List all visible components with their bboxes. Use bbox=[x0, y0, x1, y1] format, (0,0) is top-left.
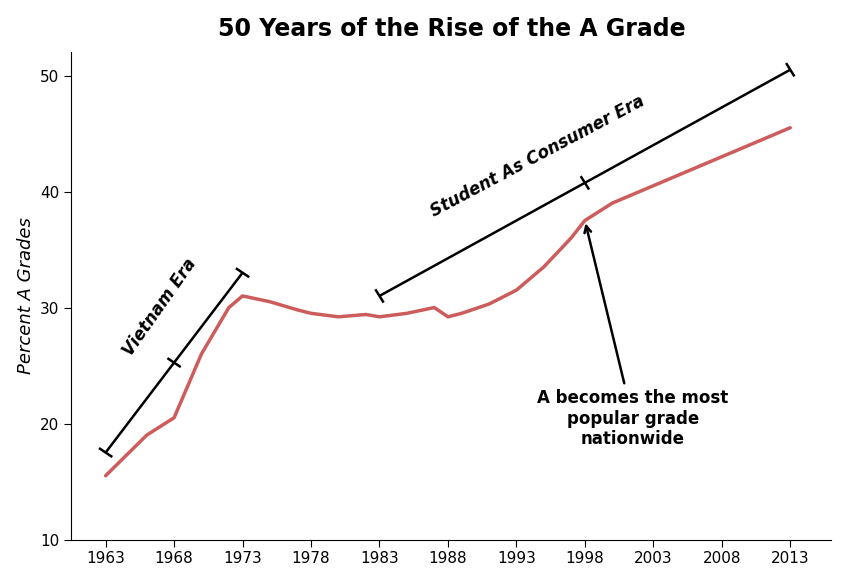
Title: 50 Years of the Rise of the A Grade: 50 Years of the Rise of the A Grade bbox=[218, 17, 685, 41]
Y-axis label: Percent A Grades: Percent A Grades bbox=[17, 217, 35, 374]
Text: Student As Consumer Era: Student As Consumer Era bbox=[427, 92, 648, 220]
Text: Vietnam Era: Vietnam Era bbox=[120, 255, 200, 360]
Text: A becomes the most
popular grade
nationwide: A becomes the most popular grade nationw… bbox=[537, 226, 728, 448]
